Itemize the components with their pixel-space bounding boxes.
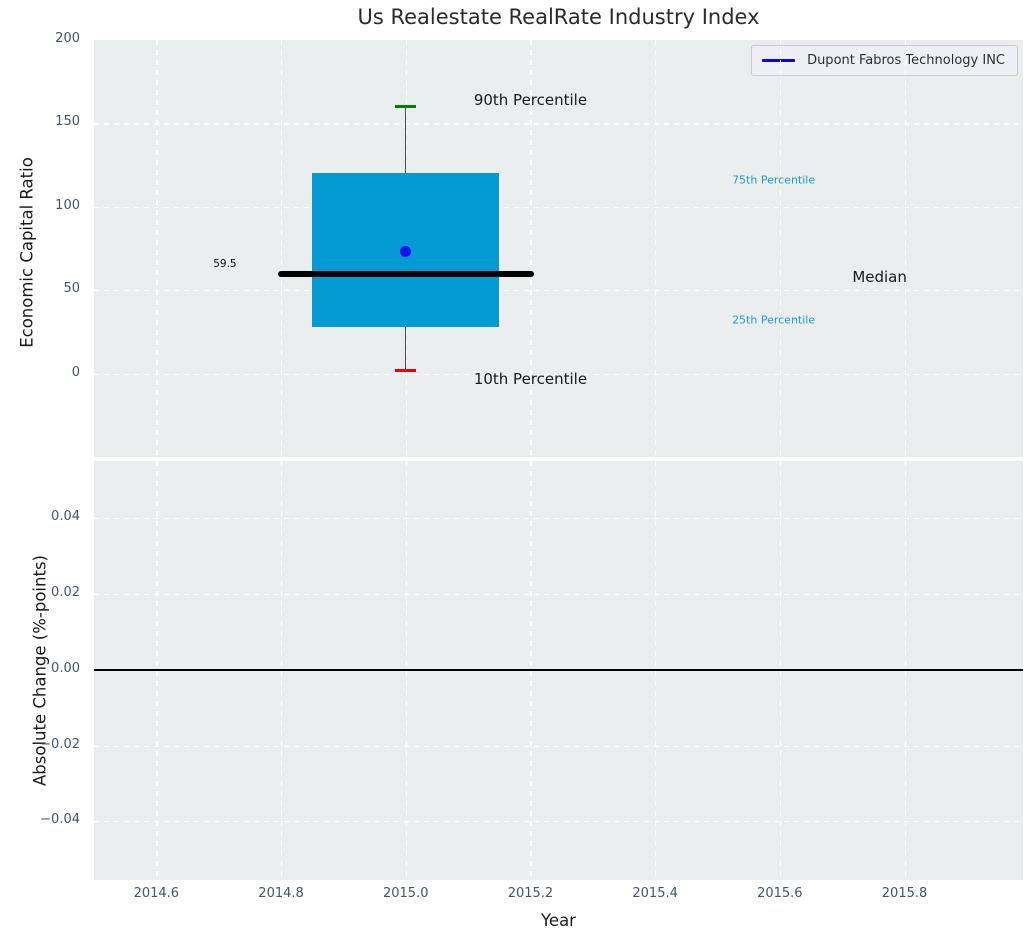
ytick-label: 0.00: [51, 660, 80, 676]
gridline: [94, 745, 1023, 747]
gridline: [530, 40, 532, 457]
xtick-label: 2015.4: [632, 886, 678, 901]
annotation-75th-percentile: 75th Percentile: [732, 173, 816, 187]
gridline: [94, 821, 1023, 823]
annotation-25th-percentile: 25th Percentile: [732, 313, 816, 327]
median-line: [277, 271, 534, 278]
gridline: [94, 593, 1023, 596]
ytick-label: 0.04: [51, 509, 80, 525]
legend: Dupont Fabros Technology INC: [751, 45, 1018, 76]
gridline: [779, 40, 782, 457]
gridline: [281, 40, 283, 457]
gridline: [94, 290, 1023, 292]
chart-title: Us Realestate RealRate Industry Index: [357, 5, 760, 29]
ytick-label: 200: [55, 31, 80, 46]
gridline: [94, 373, 1023, 375]
ytick-label: 150: [55, 114, 80, 130]
xtick-label: 2015.2: [507, 886, 554, 901]
ylabel-economic-capital-ratio: Economic Capital Ratio: [17, 157, 37, 348]
ytick-label: −0.04: [40, 812, 80, 828]
xtick-label: 2014.8: [258, 886, 304, 901]
annotation-90th-percentile: 90th Percentile: [473, 91, 588, 110]
gridline: [904, 40, 906, 457]
gridline: [94, 518, 1023, 520]
p90-cap: [395, 105, 417, 109]
axes-economic-capital-ratio: Dupont Fabros Technology INC 90th Percen…: [94, 40, 1023, 457]
ytick-label: 100: [55, 197, 80, 213]
gridline: [156, 40, 158, 457]
ytick-label: −0.02: [40, 736, 80, 752]
xtick-label: 2015.0: [382, 886, 429, 901]
p10-cap: [395, 368, 417, 372]
gridline: [94, 206, 1023, 208]
zero-line: [94, 668, 1023, 671]
xtick-label: 2014.6: [133, 886, 180, 901]
xtick-label: 2015.6: [757, 886, 803, 901]
gridline: [94, 123, 1023, 125]
company-value-dot: [400, 246, 412, 258]
axes-absolute-change: [94, 461, 1023, 880]
annotation-59-5: 59.5: [213, 257, 237, 270]
annotation-median: Median: [852, 267, 907, 286]
annotation-10th-percentile: 10th Percentile: [473, 369, 588, 388]
gridline: [655, 40, 657, 457]
ytick-label: 0: [71, 364, 80, 380]
xtick-label: 2015.8: [881, 886, 928, 901]
ytick-label: 50: [63, 281, 80, 297]
ytick-label: 0.02: [51, 584, 80, 600]
xlabel-year: Year: [541, 911, 576, 930]
legend-line-icon: [762, 59, 796, 62]
legend-label: Dupont Fabros Technology INC: [807, 53, 1005, 68]
